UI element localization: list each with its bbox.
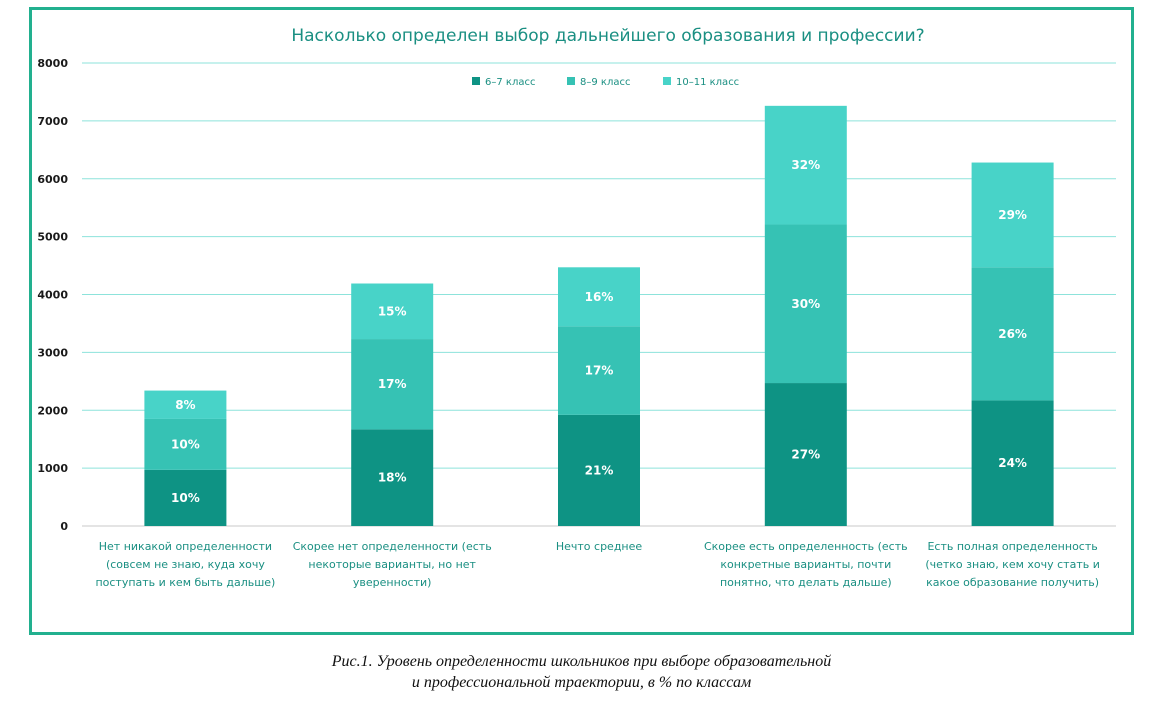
bar-segment bbox=[351, 283, 434, 340]
bar-segment bbox=[351, 339, 434, 430]
x-category-label: уверенности) bbox=[353, 576, 432, 589]
y-tick-label: 5000 bbox=[37, 231, 68, 244]
bar-value-label: 26% bbox=[998, 327, 1027, 341]
x-category-label: понятно, что делать дальше) bbox=[720, 576, 892, 589]
y-tick-label: 6000 bbox=[37, 173, 68, 186]
bar-value-label: 32% bbox=[791, 158, 820, 172]
bar-segment bbox=[558, 326, 640, 415]
y-tick-label: 4000 bbox=[37, 289, 68, 302]
x-category-label: (четко знаю, кем хочу стать и bbox=[925, 558, 1100, 571]
y-tick-label: 7000 bbox=[37, 115, 68, 128]
y-tick-label: 1000 bbox=[37, 462, 68, 475]
bars: 10% 10% 8% 18% 17% 15% 21% 17% 16% 27% 30% 32% 24% 26… bbox=[144, 105, 1054, 526]
bar-segment bbox=[558, 267, 640, 327]
x-category-label: Нет никакой определенности bbox=[99, 540, 272, 553]
x-category-label: поступать и кем быть дальше) bbox=[95, 576, 275, 589]
stacked-bar-chart: Насколько определен выбор дальнейшего об… bbox=[37, 26, 1116, 589]
legend-label: 8–9 класс bbox=[580, 77, 630, 88]
x-category-label: Есть полная определенность bbox=[927, 540, 1097, 553]
y-tick-label: 0 bbox=[60, 520, 68, 533]
bar-value-label: 8% bbox=[175, 398, 195, 412]
figure-caption: Рис.1. Уровень определенности школьников… bbox=[0, 651, 1163, 693]
caption-line-1: Рис.1. Уровень определенности школьников… bbox=[331, 653, 832, 670]
x-category-label: (совсем не знаю, куда хочу bbox=[106, 558, 265, 571]
bar-segment bbox=[144, 390, 227, 419]
bar-value-label: 17% bbox=[585, 364, 614, 378]
x-category-label: какое образование получить) bbox=[926, 576, 1099, 589]
x-category-label: конкретные варианты, почти bbox=[720, 558, 891, 571]
bar-value-label: 18% bbox=[378, 471, 407, 485]
bar-segment bbox=[971, 162, 1054, 268]
chart-title: Насколько определен выбор дальнейшего об… bbox=[291, 26, 924, 46]
legend-swatch bbox=[663, 77, 671, 85]
x-category-label: Скорее нет определенности (есть bbox=[293, 540, 492, 553]
legend-swatch bbox=[567, 77, 575, 85]
gridlines bbox=[82, 62, 1116, 527]
legend: 6–7 класс 8–9 класс 10–11 класс bbox=[472, 77, 739, 88]
x-axis-categories: Нет никакой определенности (совсем не зна… bbox=[95, 540, 1099, 589]
legend-label: 10–11 класс bbox=[676, 77, 739, 88]
bar-value-label: 16% bbox=[585, 290, 614, 304]
bar-segment bbox=[351, 429, 434, 526]
bar-segment bbox=[144, 418, 227, 470]
bar-value-label: 17% bbox=[378, 377, 407, 391]
bar-value-label: 29% bbox=[998, 208, 1027, 222]
y-axis-ticks: 0 1000 2000 3000 4000 5000 6000 7000 8000 bbox=[37, 57, 68, 533]
x-category-label: Скорее есть определенность (есть bbox=[704, 540, 908, 553]
y-tick-label: 2000 bbox=[37, 404, 68, 417]
legend-label: 6–7 класс bbox=[485, 77, 535, 88]
chart-frame bbox=[29, 7, 1134, 635]
legend-swatch bbox=[472, 77, 480, 85]
bar-value-label: 24% bbox=[998, 456, 1027, 470]
bar-value-label: 30% bbox=[791, 297, 820, 311]
bar-segment bbox=[764, 383, 847, 526]
bar-value-label: 10% bbox=[171, 491, 200, 505]
y-tick-label: 3000 bbox=[37, 346, 68, 359]
caption-line-2: и профессиональной траектории, в % по кл… bbox=[411, 674, 752, 691]
bar-value-label: 15% bbox=[378, 304, 407, 318]
x-category-label: Нечто среднее bbox=[556, 540, 643, 553]
bar-segment bbox=[764, 105, 847, 225]
bar-value-label: 21% bbox=[585, 463, 614, 477]
bar-value-label: 10% bbox=[171, 437, 200, 451]
x-category-label: некоторые варианты, но нет bbox=[308, 558, 476, 571]
bar-value-label: 27% bbox=[791, 448, 820, 462]
bar-segment bbox=[144, 469, 227, 526]
bar-segment bbox=[971, 267, 1054, 401]
y-tick-label: 8000 bbox=[37, 57, 68, 70]
bar-segment bbox=[558, 414, 640, 526]
bar-segment bbox=[971, 400, 1054, 526]
bar-segment bbox=[764, 224, 847, 384]
